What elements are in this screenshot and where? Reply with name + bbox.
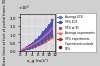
X-axis label: a_g (m/s²): a_g (m/s²) bbox=[27, 59, 48, 63]
Legend: Average EC8, 95% EC8, 95% at 95, Average experiments, 95% experiments, Experimen: Average EC8, 95% EC8, 95% at 95, Average… bbox=[56, 13, 96, 52]
Y-axis label: Shear force at foot of portal frame (N): Shear force at foot of portal frame (N) bbox=[4, 0, 8, 66]
